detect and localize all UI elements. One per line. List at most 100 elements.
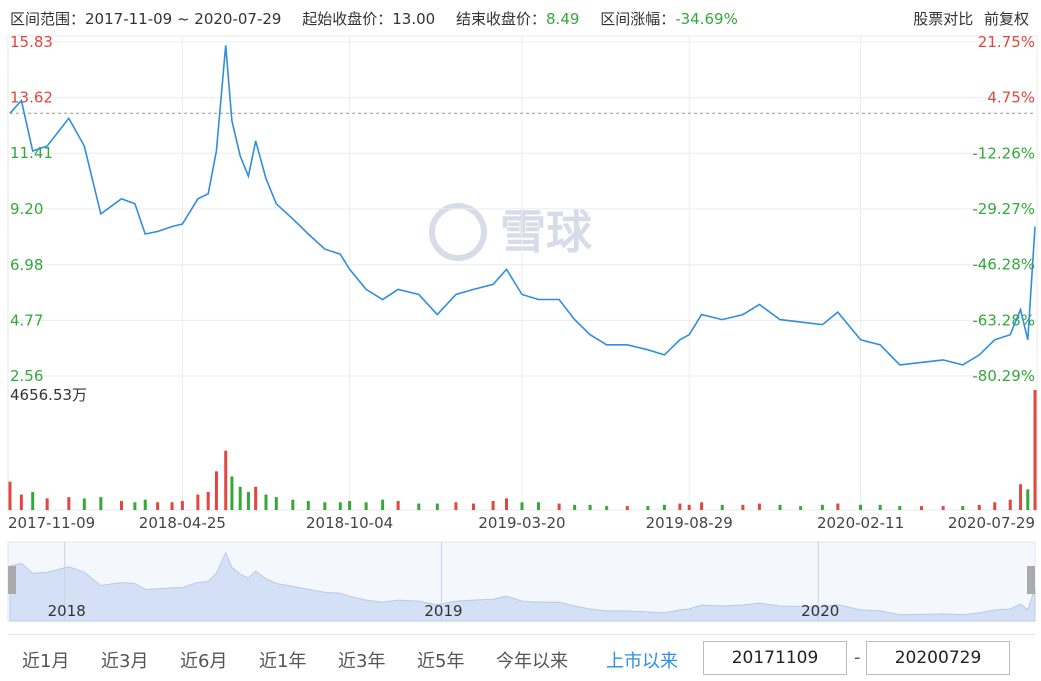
- y2-tick-label: -29.27%: [972, 200, 1035, 218]
- x-tick-label: 2018-10-04: [306, 514, 393, 532]
- volume-bar: [454, 502, 458, 510]
- date-separator: -: [854, 647, 861, 668]
- y-tick-label: 13.62: [10, 89, 53, 107]
- volume-bar: [977, 504, 981, 510]
- volume-bar: [45, 498, 49, 510]
- end-date-input[interactable]: 20200729: [866, 641, 1010, 675]
- period-button[interactable]: 近3月: [101, 651, 149, 672]
- volume-bar: [435, 503, 439, 510]
- volume-max-label: 4656.53万: [10, 386, 87, 404]
- volume-bar: [778, 504, 782, 510]
- start-price: 13.00: [392, 10, 436, 28]
- volume-bar: [246, 491, 250, 510]
- volume-bar: [119, 500, 123, 510]
- volume-bar: [323, 502, 327, 510]
- period-button[interactable]: 今年以来: [496, 651, 568, 672]
- y-tick-label: 9.20: [10, 200, 43, 218]
- period-button[interactable]: 近6月: [180, 651, 228, 672]
- volume-bar: [224, 450, 228, 510]
- volume-bar: [588, 504, 592, 510]
- volume-bar: [291, 499, 295, 510]
- volume-bar: [1008, 499, 1012, 510]
- volume-bar: [919, 506, 923, 510]
- volume-bar: [646, 506, 650, 510]
- volume-bar: [364, 502, 368, 510]
- x-tick-label: 2020-07-29: [948, 514, 1035, 532]
- y-tick-label: 11.41: [10, 144, 53, 162]
- volume-bar: [381, 499, 385, 510]
- navigator-handle[interactable]: [1027, 566, 1035, 594]
- volume-bar: [520, 502, 524, 510]
- volume-bar: [757, 503, 761, 510]
- volume-bar: [820, 504, 824, 510]
- volume-bar: [31, 491, 35, 510]
- volume-bar: [678, 503, 682, 510]
- period-button[interactable]: 近3年: [338, 651, 386, 672]
- x-tick-label: 2018-04-25: [139, 514, 226, 532]
- volume-bar: [254, 486, 258, 510]
- compare-button[interactable]: 股票对比: [913, 10, 974, 28]
- volume-bar: [67, 497, 71, 510]
- volume-bar: [264, 494, 268, 510]
- volume-bar: [238, 486, 242, 510]
- volume-bar: [196, 494, 200, 510]
- price-line: [9, 45, 1036, 366]
- y-tick-label: 6.98: [10, 256, 43, 274]
- volume-bar: [133, 502, 137, 510]
- volume-bar: [836, 503, 840, 510]
- volume-bar: [338, 502, 342, 510]
- volume-bar: [19, 494, 23, 510]
- volume-bar: [82, 498, 86, 510]
- volume-bar: [898, 506, 902, 510]
- y2-tick-label: -63.28%: [972, 311, 1035, 329]
- volume-bar: [8, 481, 12, 510]
- volume-bar: [625, 506, 629, 510]
- period-button[interactable]: 近1月: [22, 651, 70, 672]
- y2-tick-label: -80.29%: [972, 367, 1035, 385]
- range: 2017-11-09 ~ 2020-07-29: [85, 10, 282, 28]
- controls: 近1月 近3月 近6月 近1年 近3年 近5年 今年以来 上市以来 20171109-20200…: [8, 634, 1035, 681]
- period-button[interactable]: 近5年: [417, 651, 465, 672]
- navigator-area: [9, 551, 1036, 622]
- x-tick-label: 2019-08-29: [646, 514, 733, 532]
- label: 区间涨幅：: [600, 10, 676, 28]
- volume-bar: [687, 504, 691, 510]
- volume-bar: [505, 498, 509, 510]
- x-tick-label: 2020-02-11: [817, 514, 904, 532]
- volume-bar: [720, 504, 724, 510]
- navigator: 2018 2019 2020: [7, 541, 1036, 622]
- period-button[interactable]: 近1年: [259, 651, 307, 672]
- x-tick-label: 2017-11-09: [8, 514, 95, 532]
- volume-bar: [1033, 390, 1037, 510]
- y-tick-label: 15.83: [10, 33, 53, 51]
- volume-bar: [1026, 489, 1030, 510]
- y-tick-label: 2.56: [10, 367, 43, 385]
- volume-bar: [491, 500, 495, 510]
- volume-bar: [170, 502, 174, 510]
- volume-bar: [143, 499, 147, 510]
- change: -34.69%: [675, 10, 738, 28]
- label: 结束收盘价：: [456, 10, 547, 28]
- y-tick-label: 4.77: [10, 311, 43, 329]
- chart: 雪球 2017-11-09 2018-04-25 2018-10-04 2019-03-…: [7, 33, 1038, 622]
- x-tick-label: 2019-03-20: [478, 514, 565, 532]
- navigator-handle[interactable]: [8, 566, 16, 594]
- volume-bar: [662, 504, 666, 510]
- volume-bar: [961, 506, 965, 510]
- end-price: 8.49: [546, 10, 580, 28]
- volume-bar: [605, 506, 609, 510]
- volume-bar: [230, 476, 234, 510]
- period-button[interactable]: 上市以来: [606, 651, 678, 672]
- volume-bar: [206, 491, 210, 510]
- volume-bar: [417, 503, 421, 510]
- volume-bar: [878, 504, 882, 510]
- y2-tick-label: -46.28%: [972, 256, 1035, 274]
- navigator-year: 2020: [801, 602, 839, 620]
- navigator-year: 2019: [424, 602, 462, 620]
- volume-bar: [741, 504, 745, 510]
- start-date-input[interactable]: 20171109: [703, 641, 847, 675]
- plot-frame: [7, 35, 1038, 511]
- options: 股票对比 前复权: [913, 8, 1029, 29]
- volume-bar: [306, 500, 310, 510]
- adjust-button[interactable]: 前复权: [983, 10, 1029, 28]
